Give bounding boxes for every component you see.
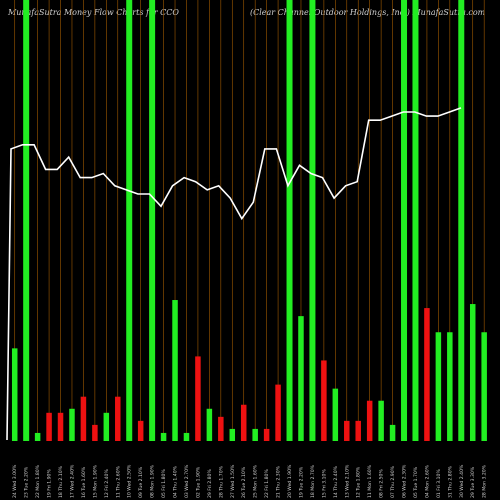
bar — [195, 356, 201, 441]
bar — [149, 0, 156, 441]
x-tick-label: 24 Wed 3.00% — [12, 464, 18, 498]
bar — [69, 408, 75, 441]
bar — [229, 428, 236, 441]
bar — [275, 384, 281, 441]
bar — [309, 0, 316, 441]
x-tick-label: 18 Thu 2.10% — [58, 465, 64, 498]
x-tick-label: 21 Thu 2.30% — [276, 465, 282, 498]
bar — [103, 412, 110, 441]
bar — [183, 432, 190, 441]
bar — [263, 428, 270, 441]
x-tick-label: 22 Fri 1.80% — [264, 469, 270, 498]
x-tick-label: 17 Wed 2.40% — [69, 464, 75, 498]
x-tick-label: 31 Thu 2.80% — [447, 465, 453, 498]
x-tick-label: 04 Mon 2.60% — [424, 464, 430, 498]
x-tick-label: 28 Mon 3.20% — [482, 464, 488, 498]
x-tick-label: 02 Tue 1.90% — [195, 466, 201, 498]
bar — [378, 400, 384, 441]
bar — [23, 0, 30, 441]
bar — [435, 332, 442, 441]
bar — [332, 388, 339, 441]
x-tick-label: 05 Tue 1.70% — [413, 466, 419, 498]
x-tick-label: 10 Wed 2.50% — [127, 464, 133, 498]
bar — [389, 424, 396, 441]
x-tick-label: 09 Tue 2.10% — [138, 466, 144, 498]
x-tick-label: 05 Fri 1.80% — [161, 469, 167, 498]
bar — [80, 396, 87, 441]
x-tick-label: 19 Tue 2.20% — [298, 466, 304, 498]
bar — [172, 300, 178, 441]
bar — [355, 420, 361, 441]
money-flow-line — [6, 107, 462, 441]
bar — [240, 404, 247, 441]
bar — [344, 420, 350, 441]
x-tick-label: 25 Mon 1.60% — [253, 464, 259, 498]
chart-title-right: (Clear Channel Outdoor Holdings, Inc.) M… — [250, 8, 486, 17]
bar — [57, 412, 64, 441]
x-tick-label: 16 Tue 1.60% — [81, 466, 87, 498]
x-tick-label: 14 Thu 2.40% — [333, 465, 339, 498]
x-tick-label: 12 Fri 2.40% — [104, 469, 110, 498]
x-tick-label: 04 Thu 1.40% — [173, 465, 179, 498]
bar — [286, 0, 293, 441]
bar — [11, 348, 18, 441]
x-tick-label: 27 Wed 1.50% — [230, 464, 236, 498]
x-tick-label: 19 Fri 1.90% — [47, 469, 53, 498]
bar — [206, 408, 213, 441]
bar — [34, 432, 41, 441]
bar — [137, 420, 144, 441]
x-tick-label: 08 Fri 2.50% — [379, 469, 385, 498]
bar — [458, 0, 465, 441]
x-tick-label: 11 Thu 2.60% — [115, 465, 121, 498]
chart-title-left: MunafaSutra Money Flow Charts for CCO — [8, 8, 179, 17]
x-tick-label: 29 Fri 2.80% — [207, 469, 213, 498]
x-tick-label: 20 Wed 1.90% — [287, 464, 293, 498]
x-tick-label: 26 Tue 2.10% — [241, 466, 247, 498]
bar — [401, 0, 408, 441]
bar — [218, 416, 224, 441]
x-tick-label: 13 Wed 2.10% — [344, 464, 350, 498]
bar — [366, 400, 373, 441]
x-tick-label: 01 Fri 3.10% — [436, 469, 442, 498]
bar — [126, 0, 133, 441]
x-tick-label: 23 Tue 2.20% — [24, 466, 30, 498]
x-tick-label: 22 Mon 1.80% — [35, 464, 41, 498]
x-tick-label: 06 Wed 2.30% — [402, 464, 408, 498]
x-tick-label: 12 Tue 1.80% — [356, 466, 362, 498]
x-tick-label: 28 Thu 1.70% — [218, 465, 224, 498]
x-tick-label: 07 Thu 2.90% — [390, 465, 396, 498]
bar — [298, 316, 304, 441]
bar — [160, 432, 167, 441]
bar — [321, 360, 327, 441]
bar — [469, 304, 476, 441]
bar — [252, 428, 258, 441]
x-tick-label: 08 Mon 1.90% — [150, 464, 156, 498]
bar — [481, 332, 487, 441]
x-tick-label: 11 Mon 1.60% — [367, 464, 373, 498]
x-tick-label: 29 Tue 3.30% — [470, 466, 476, 498]
bar — [424, 308, 430, 441]
bar — [92, 424, 98, 441]
bar — [447, 332, 453, 441]
bar — [115, 396, 121, 441]
x-tick-label: 18 Mon 2.70% — [310, 464, 316, 498]
x-tick-label: 15 Mon 1.90% — [92, 464, 98, 498]
x-tick-label: 03 Wed 2.70% — [184, 464, 190, 498]
x-tick-label: 15 Fri 3.10% — [321, 469, 327, 498]
bar — [46, 412, 52, 441]
bar — [412, 0, 419, 441]
x-tick-label: 30 Wed 2.40% — [459, 464, 465, 498]
